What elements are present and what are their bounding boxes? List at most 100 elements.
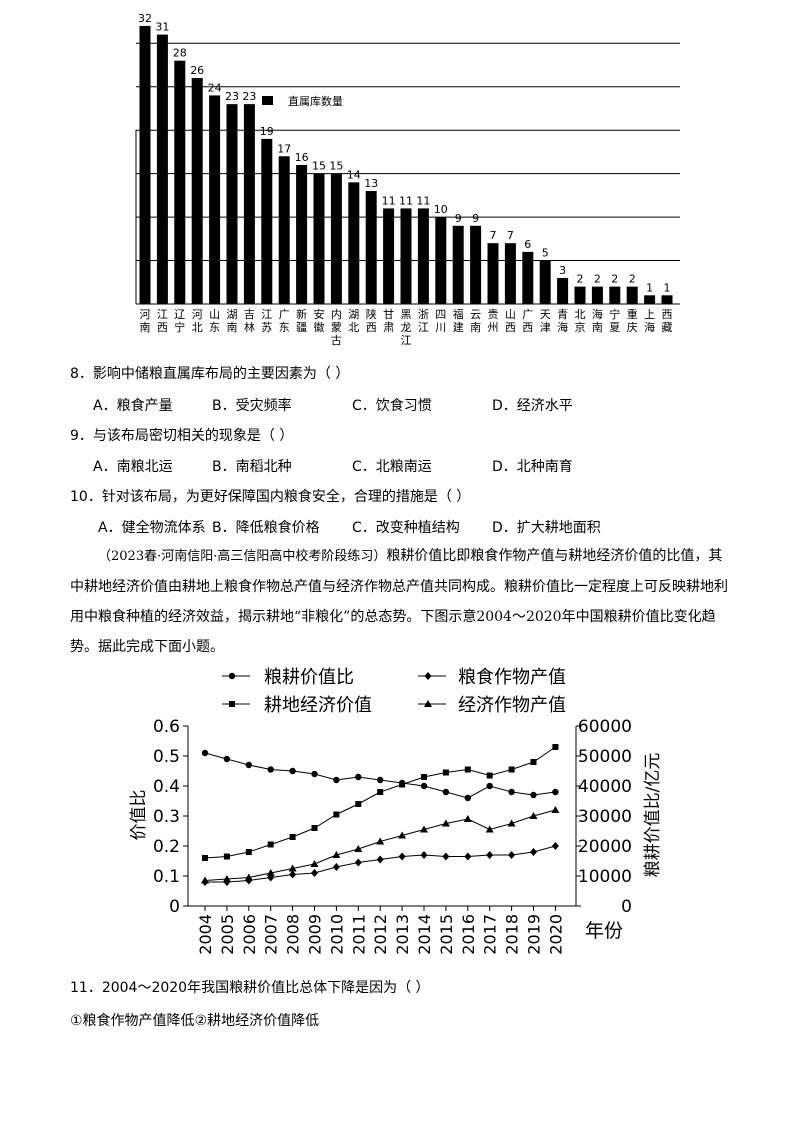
bar-category-label: 海	[592, 307, 603, 321]
point-diamond	[398, 852, 406, 861]
x-tick-label: 2010	[327, 914, 346, 955]
bar-category-label: 上	[644, 308, 655, 321]
bar	[522, 251, 534, 304]
bar-value-label: 19	[260, 125, 274, 138]
bar-category-label: 甘	[383, 308, 394, 321]
point-circle	[420, 782, 428, 790]
bar	[209, 95, 221, 304]
legend-label: 耕地经济价值	[264, 695, 372, 716]
point-diamond	[332, 863, 340, 871]
bar-category-label: 贵	[488, 308, 499, 321]
bar	[313, 173, 325, 304]
bar-value-label: 16	[295, 151, 309, 164]
bar-value-label: 9	[455, 212, 462, 225]
question-9-option-c: C．北粮南运	[352, 459, 432, 475]
bar	[156, 34, 168, 305]
bar-value-label: 3	[559, 264, 566, 277]
point-diamond	[486, 851, 494, 859]
x-tick-label: 2012	[371, 914, 390, 955]
bar-value-label: 24	[208, 81, 222, 94]
point-diamond	[551, 842, 559, 850]
point-circle	[398, 779, 406, 787]
legend-item: 耕地经济价值	[222, 695, 372, 716]
bar-category-label: 夏	[609, 321, 620, 334]
line-chart-axes: 0 0.1 0.2 0.3 0.4 0.5 0.6 0 10000 20000 30000 40000…	[153, 717, 632, 955]
bar	[191, 78, 203, 304]
point-diamond	[311, 869, 318, 877]
bar-category-label: 湖	[227, 308, 238, 321]
bar	[365, 191, 377, 304]
bar-value-label: 17	[277, 142, 291, 155]
point-square	[223, 853, 230, 860]
bar-category-label: 山	[505, 308, 516, 321]
point-square	[311, 825, 318, 831]
point-square	[399, 781, 406, 788]
line-chart-series	[201, 744, 560, 886]
point-diamond	[289, 870, 297, 879]
line-chart-y2label: 粮耕价值比/亿元	[643, 753, 663, 878]
point-circle	[552, 788, 559, 796]
bar-category-label: 江	[157, 308, 168, 321]
point-triangle	[424, 700, 432, 707]
bar	[174, 60, 186, 305]
question-9-option-a: A．南粮北运	[93, 459, 173, 475]
legend-item: 粮耕价值比	[222, 667, 354, 688]
point-triangle	[288, 864, 297, 872]
left-tick-label: 0.6	[153, 717, 180, 737]
bar-category-label: 福	[453, 307, 464, 321]
question-10-stem: 10．针对该布局，为更好保障国内粮食安全，合理的措施是（ ）	[70, 489, 471, 505]
point-square	[464, 766, 471, 773]
line-chart-xlabel: 年份	[585, 920, 623, 942]
bar-category-label: 川	[435, 321, 446, 334]
point-diamond	[508, 851, 516, 859]
question-8-option-b: B．受灾频率	[212, 398, 292, 414]
bar-legend-swatch	[262, 96, 273, 105]
passage-text: 粮耕价值比即粮食作物产值与耕地经济价值的比值，其中耕地经济价值由耕地上粮食作物总…	[70, 548, 728, 655]
point-circle	[245, 761, 252, 769]
left-tick-label: 0.1	[153, 867, 180, 887]
bar-category-label: 浙	[418, 308, 429, 321]
series-circle	[201, 749, 559, 802]
bar-category-label: 黑	[401, 308, 412, 321]
bar-category-label: 州	[488, 321, 499, 334]
bar-category-label: 龙	[401, 321, 412, 334]
x-tick-label: 2017	[481, 914, 500, 955]
series-line	[204, 809, 556, 881]
bar-category-label: 新	[296, 307, 307, 321]
question-11-stem: 11．2004～2020年我国粮耕价值比总体下降是因为（ ）	[70, 980, 430, 996]
bar	[278, 156, 290, 304]
right-tick-label: 40000	[578, 777, 632, 797]
right-tick-label: 0	[621, 897, 632, 917]
question-9-option-d: D．北种南育	[492, 459, 573, 475]
bar-category-label: 南	[470, 321, 481, 334]
bar-value-label: 7	[490, 229, 497, 242]
point-diamond	[420, 851, 428, 859]
point-triangle	[266, 869, 275, 876]
point-square	[377, 789, 384, 795]
warehouse-bar-chart: 直属库数量 32河南31江西28辽宁26河北24山东23湖南23吉林19江苏17…	[135, 12, 680, 347]
x-tick-label: 2014	[415, 914, 434, 955]
bar-category-label: 庆	[627, 320, 638, 334]
bar-value-label: 6	[524, 238, 531, 251]
bar-value-label: 9	[472, 212, 479, 225]
point-triangle	[244, 873, 253, 881]
point-circle	[289, 767, 296, 775]
bar-value-label: 1	[664, 281, 671, 294]
point-square	[530, 759, 537, 765]
x-tick-label: 2011	[349, 914, 368, 955]
left-tick-label: 0.2	[153, 837, 180, 857]
bar	[661, 295, 673, 304]
bar	[330, 173, 342, 304]
question-8-option-c: C．饮食习惯	[352, 398, 432, 414]
bar-category-label: 东	[209, 321, 220, 334]
bar	[348, 182, 360, 304]
left-tick-label: 0	[169, 897, 180, 917]
question-10-option-c: C．改变种植结构	[352, 520, 460, 536]
bar-value-label: 2	[577, 273, 584, 286]
legend-label: 经济作物产值	[458, 695, 566, 716]
bar-value-label: 15	[312, 160, 326, 173]
bar-category-label: 四	[435, 308, 446, 321]
point-diamond	[376, 855, 384, 864]
bar-category-label: 陕	[366, 307, 377, 321]
bar	[435, 217, 447, 304]
